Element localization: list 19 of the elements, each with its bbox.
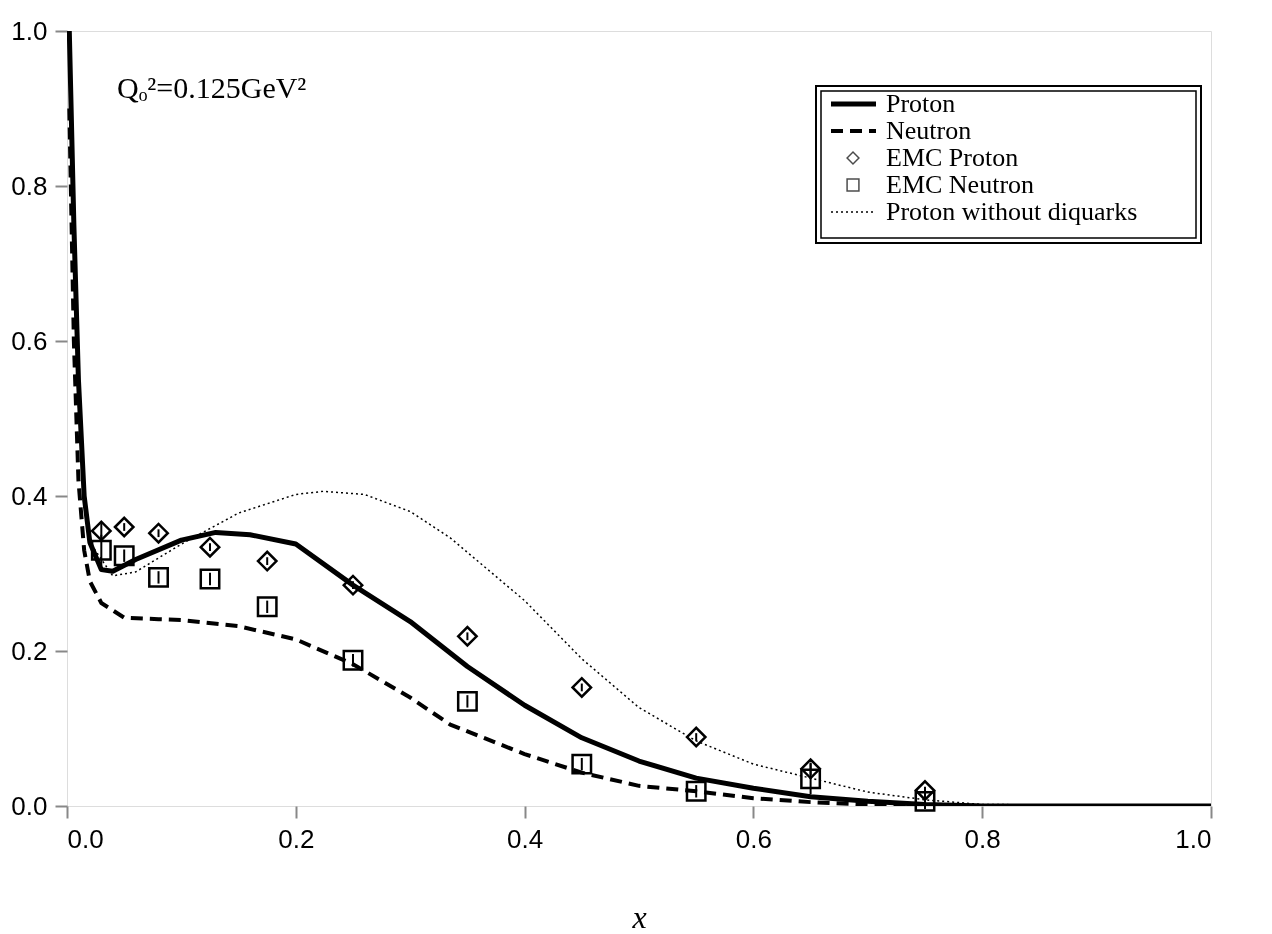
x-tick-label: 0.0 xyxy=(67,823,104,854)
x-axis-title: x xyxy=(631,898,647,934)
legend-label: Proton without diquarks xyxy=(886,197,1138,226)
x-tick-label: 0.8 xyxy=(964,823,1001,854)
y-tick-label: 0.0 xyxy=(11,790,48,821)
y-tick-label: 0.8 xyxy=(11,170,48,201)
legend-label: EMC Proton xyxy=(886,143,1019,172)
y-tick-label: 0.2 xyxy=(11,635,48,666)
legend-label: EMC Neutron xyxy=(886,170,1035,199)
y-tick-label: 0.4 xyxy=(11,480,48,511)
y-tick-label: 1.0 xyxy=(11,15,48,46)
x-tick-label: 0.6 xyxy=(735,823,772,854)
legend-label: Proton xyxy=(886,89,956,118)
x-tick-label: 1.0 xyxy=(1175,823,1212,854)
legend-label: Neutron xyxy=(886,116,972,145)
annotation: Qₒ²=0.125GeV² xyxy=(117,71,307,104)
x-tick-label: 0.4 xyxy=(507,823,544,854)
x-tick-label: 0.2 xyxy=(278,823,315,854)
y-tick-label: 0.6 xyxy=(11,325,48,356)
